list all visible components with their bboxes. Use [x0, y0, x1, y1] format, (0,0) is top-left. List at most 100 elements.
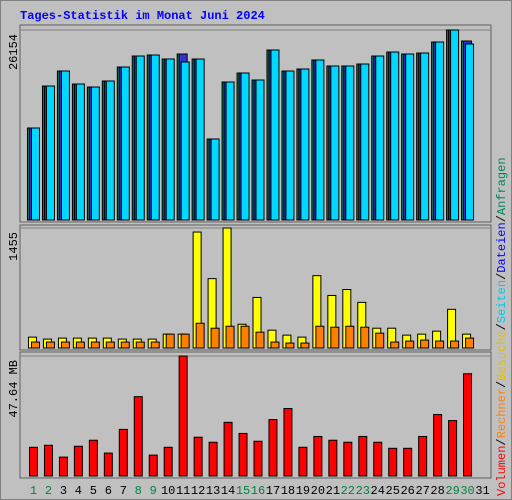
x-tick-label: 9 — [150, 484, 157, 498]
bar — [270, 49, 280, 221]
bar — [118, 428, 128, 477]
x-tick-label: 14 — [221, 484, 235, 498]
bar — [345, 325, 355, 349]
x-tick-label: 3 — [60, 484, 67, 498]
bar — [300, 68, 310, 221]
x-tick-label: 25 — [386, 484, 400, 498]
x-tick-label: 23 — [356, 484, 370, 498]
x-tick-label: 24 — [371, 484, 385, 498]
legend-entry: Dateien — [495, 222, 509, 272]
bar — [88, 439, 98, 477]
bar — [360, 63, 370, 221]
x-tick-label: 2 — [45, 484, 52, 498]
bar — [390, 341, 400, 349]
bar — [448, 420, 458, 477]
x-tick-label: 11 — [176, 484, 190, 498]
x-tick-label: 5 — [90, 484, 97, 498]
bar — [165, 58, 175, 221]
bar — [105, 341, 115, 349]
legend-separator: / — [495, 273, 509, 280]
bar — [390, 51, 400, 221]
bar — [298, 446, 308, 477]
bar — [60, 70, 70, 221]
bar — [420, 52, 430, 221]
bar — [195, 58, 205, 221]
bar — [405, 340, 415, 349]
x-tick-label: 28 — [430, 484, 444, 498]
legend-separator: / — [495, 323, 509, 330]
bar — [225, 81, 235, 221]
bar — [225, 325, 235, 349]
legend-entry: Anfragen — [495, 157, 509, 215]
bar — [45, 85, 55, 221]
legend: Volumen/Rechner/Besuche/Seiten/Dateien/A… — [495, 157, 509, 496]
bar — [450, 29, 460, 221]
bar — [433, 414, 443, 477]
bar — [223, 421, 233, 477]
bar — [180, 333, 190, 349]
x-tick-label: 8 — [135, 484, 142, 498]
x-tick-label: 27 — [415, 484, 429, 498]
bar — [163, 446, 173, 477]
chart-title: Tages-Statistik im Monat Juni 2024 — [20, 9, 265, 23]
x-tick-label: 31 — [475, 484, 489, 498]
bar — [240, 72, 250, 221]
bar — [358, 435, 368, 477]
bar — [30, 127, 40, 221]
x-tick-label: 4 — [75, 484, 82, 498]
legend-entry: Volumen — [495, 446, 509, 496]
bar — [435, 41, 445, 221]
bar — [150, 341, 160, 349]
bar — [300, 342, 310, 349]
bar — [240, 325, 250, 349]
bar — [73, 445, 83, 477]
bar — [313, 435, 323, 477]
bar — [255, 331, 265, 349]
bar — [120, 341, 130, 349]
legend-entry: Besuche — [495, 330, 509, 380]
x-tick-label: 6 — [105, 484, 112, 498]
bar — [210, 138, 220, 221]
x-tick-label: 19 — [296, 484, 310, 498]
bar — [135, 55, 145, 221]
bar — [60, 341, 70, 349]
bar — [178, 355, 188, 477]
bar — [58, 456, 68, 477]
bar — [345, 65, 355, 221]
bar — [330, 326, 340, 349]
bar — [135, 341, 145, 349]
bar — [450, 340, 460, 349]
bar — [375, 55, 385, 221]
bar — [315, 325, 325, 349]
x-tick-label: 16 — [251, 484, 265, 498]
bar — [30, 341, 40, 349]
bar — [148, 454, 158, 477]
bar — [255, 79, 265, 221]
bar — [405, 53, 415, 221]
bar — [90, 341, 100, 349]
legend-entry: Rechner — [495, 388, 509, 438]
legend-separator: / — [495, 381, 509, 388]
bar — [270, 341, 280, 349]
bar — [328, 439, 338, 477]
bar — [150, 54, 160, 221]
bar — [435, 340, 445, 349]
bar — [208, 441, 218, 477]
bar — [465, 43, 475, 221]
bar — [315, 59, 325, 221]
bar — [375, 332, 385, 349]
x-tick-label: 26 — [400, 484, 414, 498]
x-tick-label: 12 — [191, 484, 205, 498]
x-tick-label: 22 — [341, 484, 355, 498]
x-tick-label: 30 — [460, 484, 474, 498]
x-tick-label: 18 — [281, 484, 295, 498]
bar — [90, 86, 100, 221]
bar — [75, 341, 85, 349]
bar — [343, 441, 353, 477]
bar — [253, 440, 263, 477]
x-tick-label: 7 — [120, 484, 127, 498]
x-tick-label: 21 — [326, 484, 340, 498]
bar — [43, 444, 53, 477]
x-tick-label: 17 — [266, 484, 280, 498]
